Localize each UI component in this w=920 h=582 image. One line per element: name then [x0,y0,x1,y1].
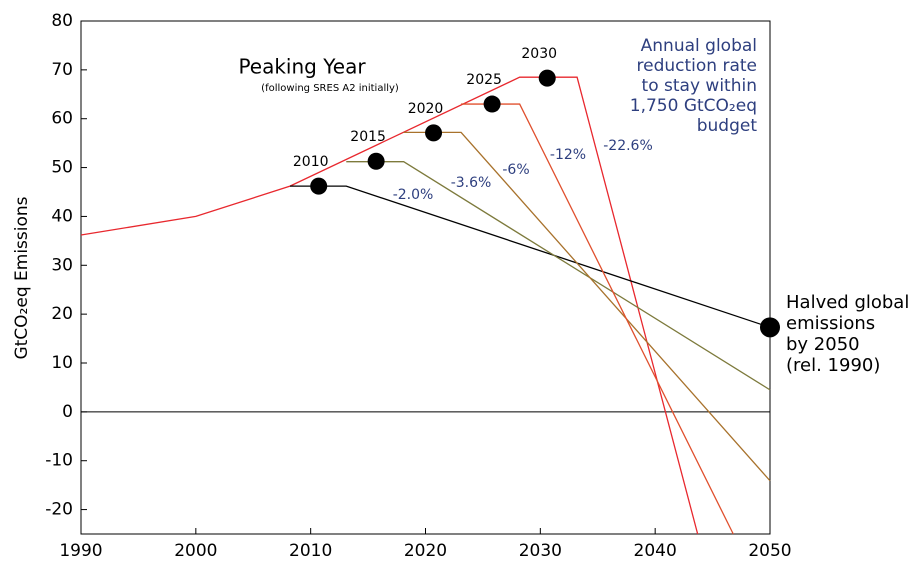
y-tick-label: 30 [51,255,73,275]
rate-label: -6% [502,162,529,178]
peak-dot [538,69,556,87]
series-line [80,76,699,535]
y-tick-label: 70 [51,60,73,80]
y-tick-label: -10 [45,451,73,471]
x-tick-label: 2030 [519,541,562,561]
y-tick-label: 40 [51,206,73,226]
peak-label: 2015 [350,129,386,145]
series-line [346,161,771,391]
x-tick-label: 2040 [634,541,677,561]
endpoint-dot [760,317,780,338]
y-tick-label: 0 [62,402,73,422]
annotation: to stay within [642,76,757,96]
peak-label: 2030 [521,46,557,62]
x-tick-label: 2000 [174,541,217,561]
y-tick-label: 80 [51,11,73,31]
annotation: budget [697,116,758,136]
y-tick-label: 60 [51,109,73,129]
x-tick-label: 2050 [748,541,791,561]
series-line [403,131,771,482]
y-axis-label: GtCO₂eq Emissions [12,196,32,359]
chart-title: Peaking Year [238,55,366,79]
peak-dot [367,152,385,170]
endpoint-label: by 2050 [786,334,860,355]
x-tick-label: 2010 [289,541,332,561]
x-tick-label: 1990 [59,541,102,561]
annotation: reduction rate [637,56,758,76]
annotation: 1,750 GtCO₂eq [630,96,757,116]
peak-label: 2020 [408,101,444,117]
y-tick-label: 10 [51,353,73,373]
y-tick-label: 50 [51,158,73,178]
annotation: Annual global [641,36,757,56]
series-line [461,103,734,535]
series-line [289,185,771,328]
peak-dot [425,124,443,142]
rate-label: -12% [550,147,586,163]
peak-label: 2025 [466,72,502,88]
peak-dot [310,177,328,195]
peak-dot [483,95,501,113]
rate-label: -3.6% [451,175,492,191]
y-tick-label: 20 [51,304,73,324]
endpoint-label: (rel. 1990) [786,355,880,376]
endpoint-label: Halved global [786,292,909,313]
y-tick-label: -20 [45,500,73,520]
peak-label: 2010 [293,154,329,170]
rate-label: -22.6% [603,138,653,154]
rate-label: -2.0% [393,187,434,203]
x-tick-label: 2020 [404,541,447,561]
chart-subtitle: (following SRES A2 initially) [261,83,399,94]
endpoint-label: emissions [786,313,875,334]
